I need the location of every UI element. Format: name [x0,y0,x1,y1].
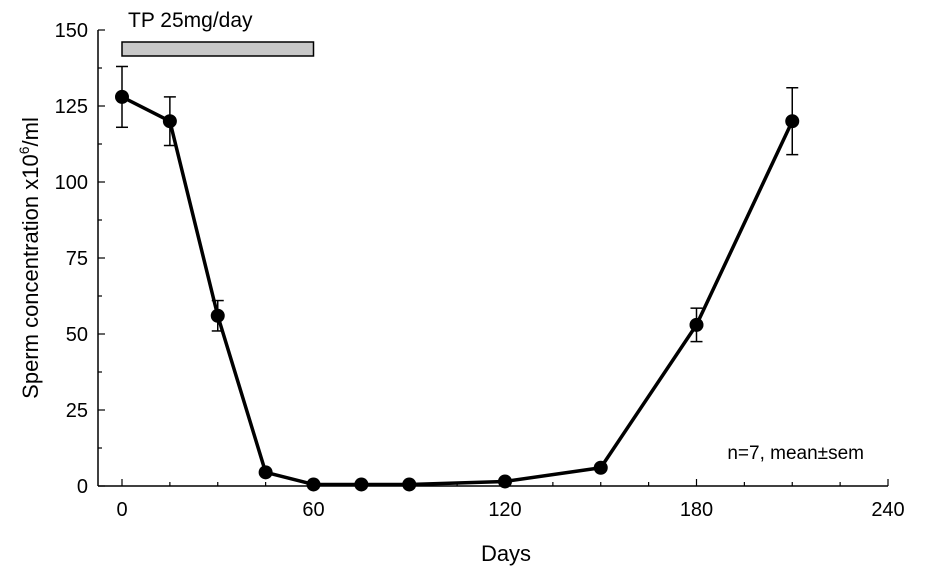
data-point [785,114,800,129]
sample-note: n=7, mean±sem [727,443,864,464]
series-layer [115,65,800,492]
y-tick-label: 0 [77,476,88,498]
y-axis-label: Sperm concentration x106/ml [16,117,43,399]
y-axis-label-exponent: 6 [16,146,32,154]
data-point [354,477,369,492]
data-point [210,308,225,323]
data-point [258,465,273,480]
y-tick-label: 75 [66,248,88,270]
data-point [115,89,129,104]
treatment-label: TP 25mg/day [128,9,253,32]
data-point [498,474,512,489]
x-tick-label: 60 [302,499,324,521]
treatment-bar [121,41,315,57]
y-tick-label: 25 [66,400,88,422]
x-tick-label: 0 [116,499,127,521]
axes [97,30,888,487]
x-tick-label: 240 [871,499,904,521]
y-tick-label: 150 [55,20,88,42]
annotation-layer: TP 25mg/day n=7, mean±sem [121,9,864,464]
y-tick-label: 50 [66,324,88,346]
series-line [121,95,794,487]
ticks: 0 25 50 75 100 125 150 0 60 120 180 240 [55,20,905,521]
data-point [593,460,608,475]
data-point [689,317,704,332]
y-axis-label-main: Sperm concentration x10 [18,154,43,399]
data-point [162,114,177,129]
x-tick-label: 180 [680,499,713,521]
y-tick-label: 100 [55,172,88,194]
y-axis-label-unit: /ml [18,117,43,146]
x-axis-label: Days [481,541,531,566]
data-point [306,477,321,492]
x-tick-label: 120 [488,499,521,521]
y-tick-label: 125 [55,96,88,118]
data-point [402,477,417,492]
